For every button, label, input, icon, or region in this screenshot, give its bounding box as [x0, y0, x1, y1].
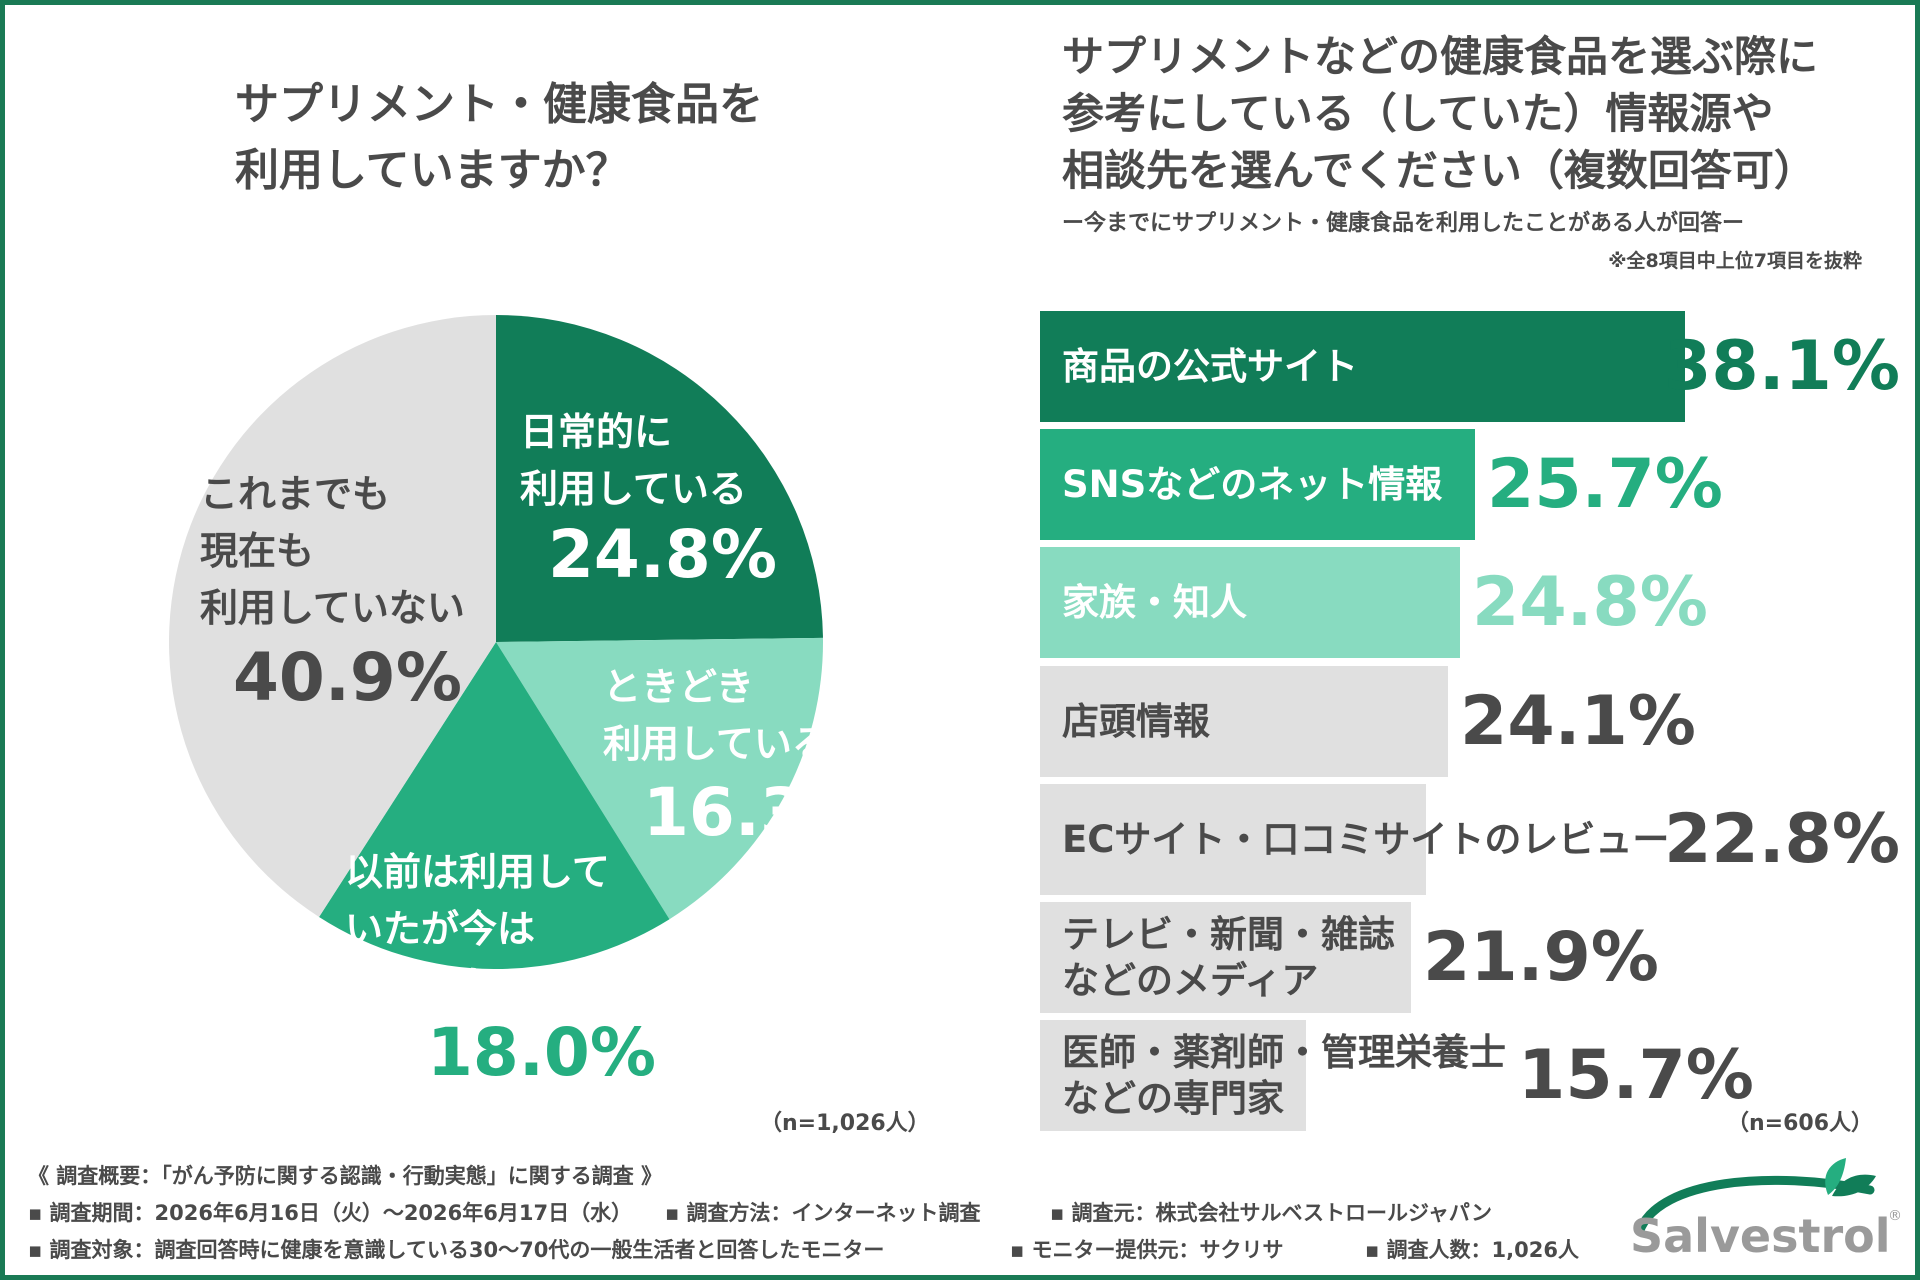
bar-note: ※全8項目中上位7項目を抜粋 [1608, 250, 1862, 272]
bar-label-store-info-line1: 店頭情報 [1062, 699, 1210, 743]
bar-title-line1: サプリメントなどの健康食品を選ぶ際に [1062, 32, 1819, 81]
bar-title: サプリメントなどの健康食品を選ぶ際に 参考にしている（していた）情報源や 相談先… [1062, 28, 1818, 199]
footer-target: ▪ 調査対象：調査回答時に健康を意識している30～70代の一般生活者と回答したモ… [28, 1238, 885, 1262]
logo-leaf2-icon [1832, 1174, 1876, 1197]
footer-method: ▪ 調査方法：インターネット調査 [665, 1201, 981, 1225]
bar-label-family-friends-line1: 家族・知人 [1062, 580, 1247, 624]
bar-value-media: 21.9% [1423, 917, 1659, 997]
bar-store-info [1040, 666, 1448, 777]
pie-value-former: 18.0% [427, 1014, 656, 1091]
logo-leaf-icon [1825, 1158, 1846, 1195]
footer-source: ▪ 調査元：株式会社サルベストロールジャパン [1050, 1201, 1492, 1225]
logo-registered: ® [1888, 1208, 1902, 1224]
pie-label-sometimes-line1: ときどき [603, 665, 754, 709]
bar-label-store-info: 店頭情報 [1062, 699, 1210, 745]
pie-label-sometimes: ときどき 利用している [603, 659, 830, 773]
pie-value-daily: 24.8% [548, 516, 777, 593]
footer-provider: ▪ モニター提供元：サクリサ [1010, 1238, 1284, 1262]
bar-label-official-site: 商品の公式サイト [1062, 344, 1358, 390]
bar-label-professional-line1: 医師・薬剤師・管理栄養士 [1062, 1030, 1506, 1074]
footer-overview: 《 調査概要：「がん予防に関する認識・行動実態」に関する調査 》 [28, 1164, 663, 1188]
pie-label-daily: 日常的に 利用している [520, 404, 747, 518]
bar-label-media-line1: テレビ・新聞・雑誌 [1062, 912, 1395, 956]
bar-sample-size: （n=606人） [1727, 1111, 1874, 1136]
bar-label-ec-review: ECサイト・口コミサイトのレビュー [1062, 817, 1669, 863]
bar-subtitle: ー今までにサプリメント・健康食品を利用したことがある人が回答ー [1062, 211, 1745, 236]
pie-slices [169, 315, 823, 969]
bar-label-sns-info: SNSなどのネット情報 [1062, 462, 1442, 508]
salvestrol-logo: Salvestrol ® [1630, 1158, 1902, 1263]
bar-official-site [1040, 311, 1685, 422]
pie-label-former-line1: 以前は利用して [345, 850, 610, 894]
pie-chart [169, 315, 823, 969]
bar-media [1040, 902, 1411, 1013]
footer-count: ▪ 調査人数：1,026人 [1365, 1238, 1579, 1262]
bar-ec-review [1040, 784, 1426, 895]
bar-label-official-site-line1: 商品の公式サイト [1062, 344, 1358, 388]
pie-label-never-line1: これまでも [200, 472, 391, 516]
bar-label-media-line2: などのメディア [1062, 958, 1319, 1002]
bar-value-family-friends: 24.8% [1472, 562, 1708, 642]
bar-title-line2: 参考にしている（していた）情報源や [1062, 89, 1774, 138]
pie-slice-never [169, 315, 497, 917]
bar-family-friends [1040, 547, 1460, 658]
bar-professional [1040, 1020, 1306, 1131]
pie-value-sometimes: 16.3% [643, 774, 872, 851]
pie-slice-former [319, 642, 670, 969]
bar-label-professional: 医師・薬剤師・管理栄養士 などの専門家 [1062, 1030, 1506, 1122]
pie-label-never-line2: 現在も [200, 529, 315, 573]
pie-slice-daily [496, 315, 823, 642]
pie-slice-sometimes [496, 637, 823, 920]
pie-label-former-line3: していない [345, 964, 534, 1008]
bar-label-ec-review-line1: ECサイト・口コミサイトのレビュー [1062, 817, 1670, 861]
pie-label-daily-line2: 利用している [520, 467, 747, 511]
bar-label-professional-line2: などの専門家 [1062, 1076, 1284, 1120]
bar-value-professional: 15.7% [1518, 1035, 1754, 1115]
bar-value-official-site: 38.1% [1664, 326, 1900, 406]
bar-label-family-friends: 家族・知人 [1062, 580, 1247, 626]
pie-label-daily-line1: 日常的に [520, 410, 673, 454]
pie-sample-size: （n=1,026人） [760, 1111, 930, 1136]
logo-text: Salvestrol [1630, 1209, 1891, 1263]
bar-value-store-info: 24.1% [1460, 681, 1696, 761]
footer-period: ▪ 調査期間：2026年6月16日（火）～2026年6月17日（水） [28, 1201, 633, 1225]
bar-sns-info [1040, 429, 1475, 540]
pie-label-never: これまでも 現在も 利用していない [200, 466, 465, 637]
pie-label-former-line2: いたが今は [345, 907, 536, 951]
pie-label-former: 以前は利用して いたが今は していない [345, 844, 610, 1015]
pie-title-line1: サプリメント・健康食品を [235, 79, 763, 130]
bar-value-ec-review: 22.8% [1664, 799, 1900, 879]
bar-label-media: テレビ・新聞・雑誌 などのメディア [1062, 912, 1395, 1004]
pie-label-never-line3: 利用していない [200, 586, 465, 630]
pie-title: サプリメント・健康食品を 利用していますか？ [235, 72, 763, 204]
pie-label-sometimes-line2: 利用している [603, 722, 830, 766]
bar-label-sns-info-line1: SNSなどのネット情報 [1062, 462, 1443, 506]
pie-value-never: 40.9% [233, 639, 462, 716]
bar-title-line3: 相談先を選んでください（複数回答可） [1062, 146, 1816, 195]
pie-title-line2: 利用していますか？ [235, 145, 630, 196]
bar-value-sns-info: 25.7% [1487, 444, 1723, 524]
